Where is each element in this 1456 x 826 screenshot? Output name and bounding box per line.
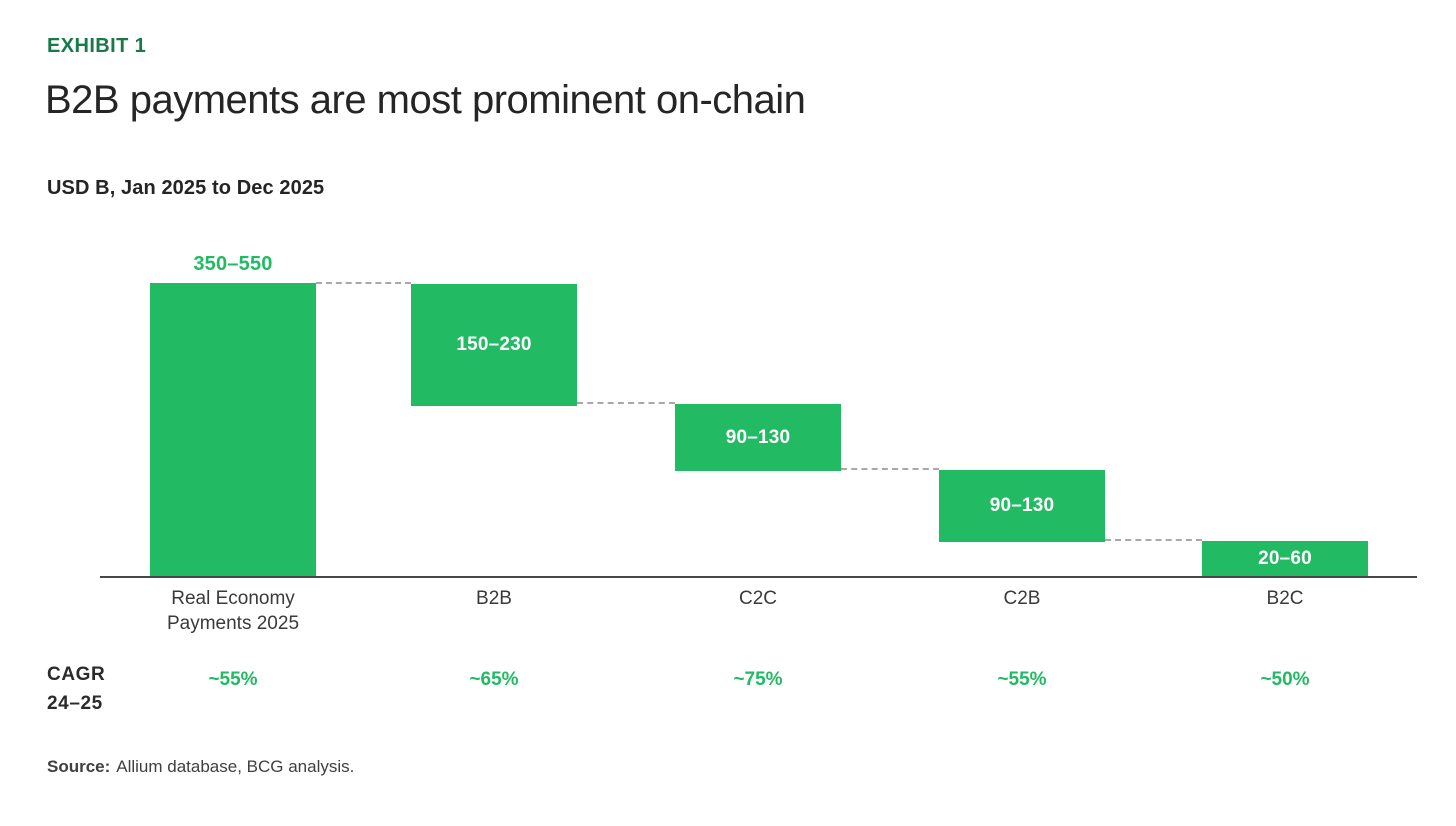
waterfall-bar-c2b: 90–130	[939, 470, 1105, 542]
category-label: B2C	[1266, 588, 1304, 609]
cagr-value: ~65%	[469, 669, 519, 690]
cagr-value: ~55%	[208, 669, 258, 690]
cagr-row-label-line1: CAGR	[47, 664, 106, 685]
bar-value-label: 20–60	[1258, 548, 1312, 569]
connector-line	[1105, 539, 1202, 541]
waterfall-bar-real-economy-payments-2025	[150, 283, 316, 577]
category-label: C2B	[1003, 588, 1041, 609]
category-label: Real Economy Payments 2025	[166, 588, 300, 635]
chart-units-subtitle: USD B, Jan 2025 to Dec 2025	[47, 177, 325, 199]
cagr-value: ~55%	[997, 669, 1047, 690]
bar-value-label: 350–550	[193, 253, 273, 275]
bar-value-label: 90–130	[989, 495, 1055, 516]
connector-line	[577, 402, 675, 404]
waterfall-bar-c2c: 90–130	[675, 404, 841, 471]
connector-line	[841, 468, 939, 470]
cagr-row-label: CAGR 24–25	[47, 661, 105, 718]
waterfall-bar-b2c: 20–60	[1202, 541, 1368, 577]
cagr-row-label-line2: 24–25	[47, 692, 103, 714]
waterfall-bar-b2b: 150–230	[411, 284, 577, 406]
source-label: Source:	[47, 757, 111, 776]
source-note: Source: Allium database, BCG analysis.	[47, 757, 354, 777]
bar-value-label: 90–130	[725, 426, 791, 448]
cagr-value: ~50%	[1260, 669, 1310, 690]
x-axis-line	[100, 576, 1417, 578]
exhibit-label: EXHIBIT 1	[47, 35, 147, 57]
bar-value-label: 150–230	[456, 334, 532, 355]
page-title: B2B payments are most prominent on-chain	[45, 78, 806, 122]
category-label: B2B	[476, 588, 512, 609]
source-text: Allium database, BCG analysis.	[116, 757, 355, 776]
connector-line	[316, 282, 411, 284]
category-label: C2C	[738, 588, 777, 609]
cagr-value: ~75%	[733, 669, 783, 690]
